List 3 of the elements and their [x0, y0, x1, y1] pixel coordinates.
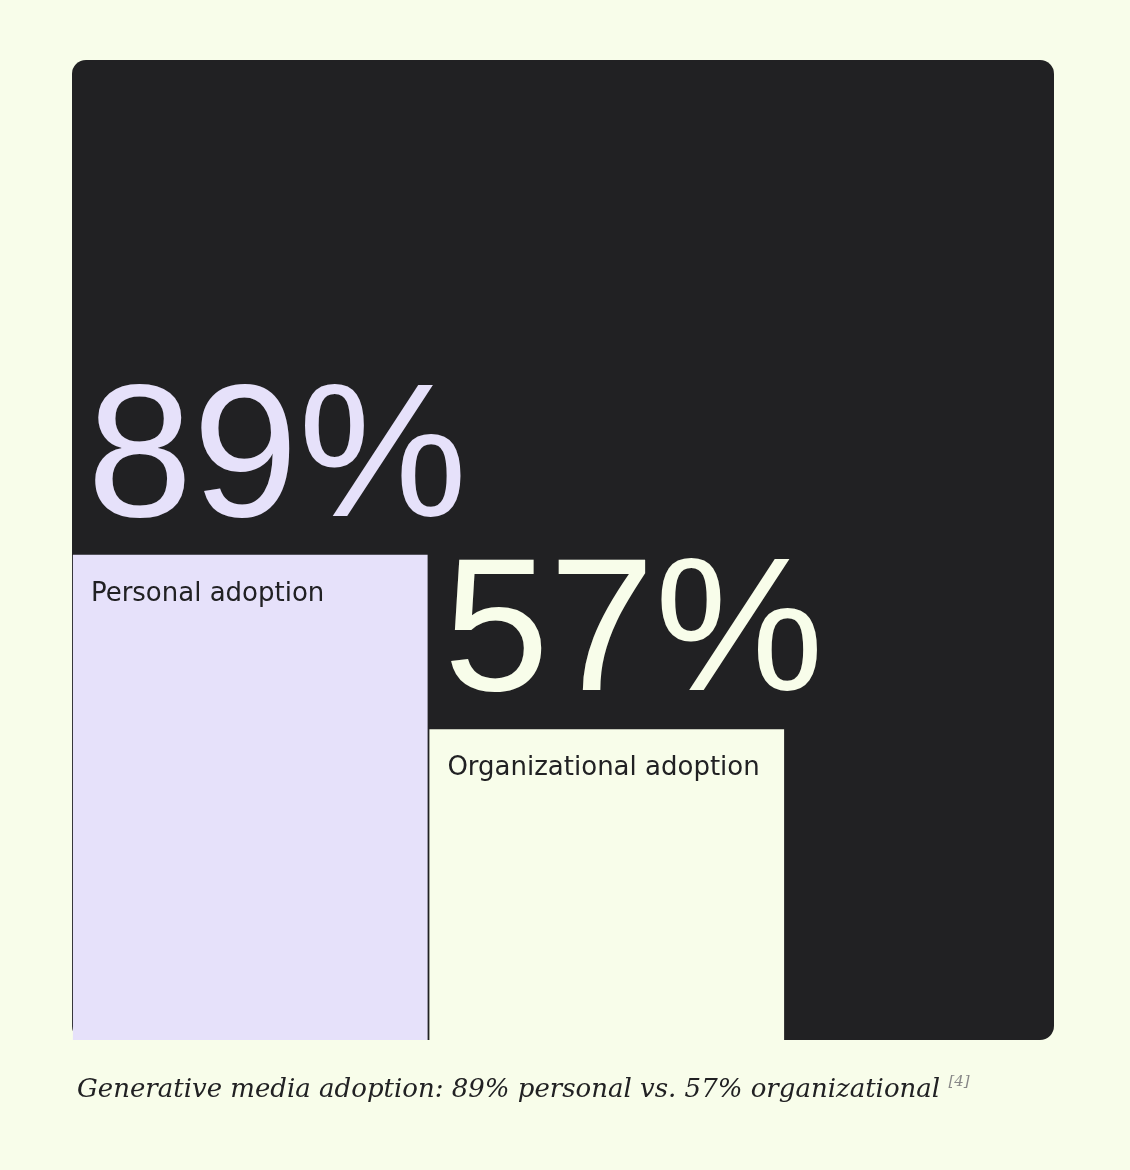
text: Generative media adoption: 89% personal vs. 57% organizational [4]	[77, 1071, 970, 1103]
x-tick-label: Personal adoption	[90, 576, 325, 607]
x-tick-label: Organizational adoption	[447, 751, 760, 782]
